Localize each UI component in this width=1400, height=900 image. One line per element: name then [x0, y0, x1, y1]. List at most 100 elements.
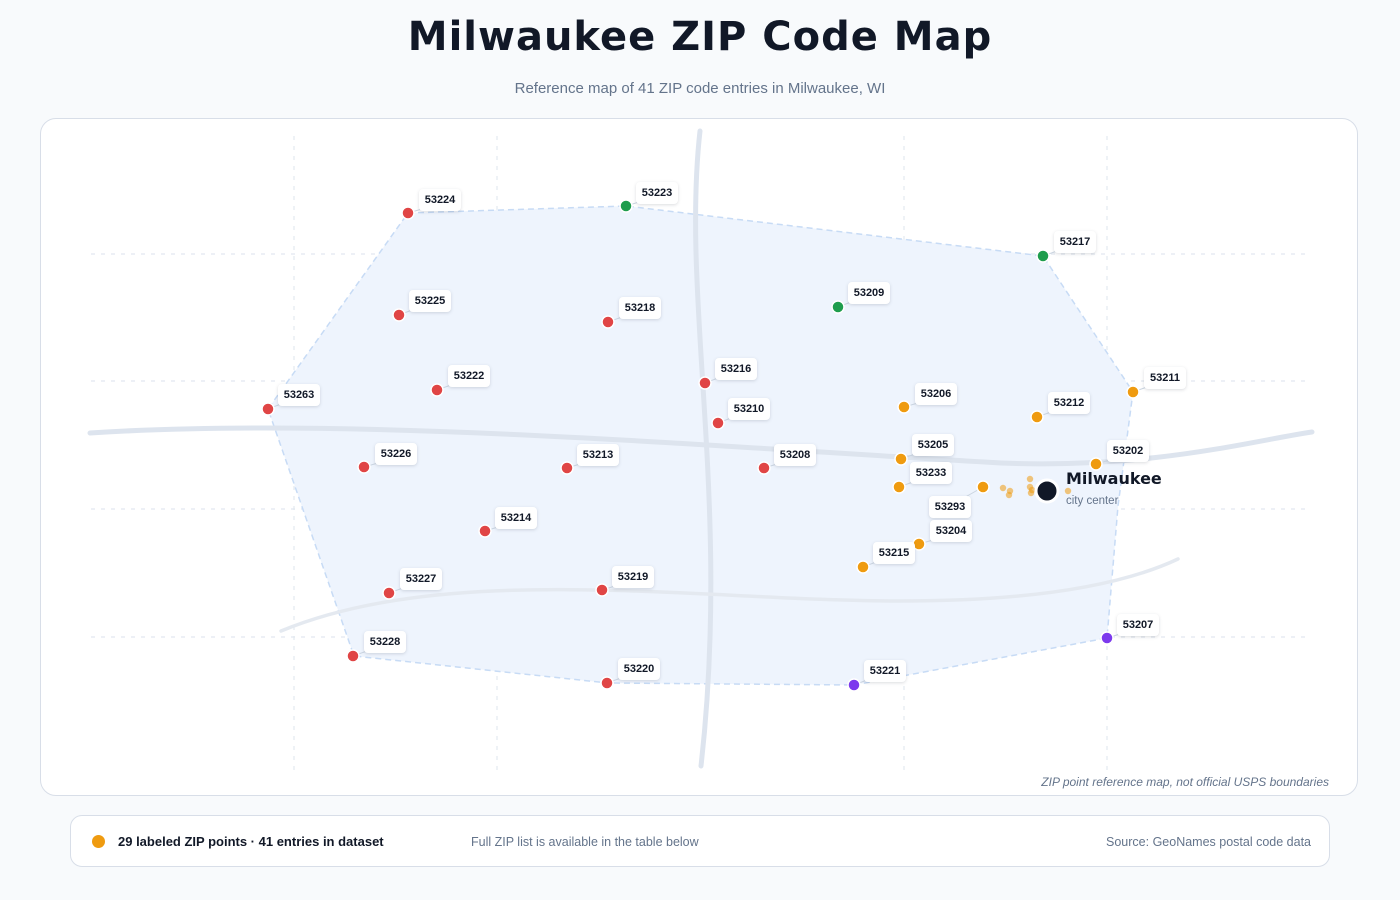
zip-dot[interactable] — [1030, 410, 1044, 424]
zip-map[interactable]: 53224 53223 53217 53225 53218 53209 53216 53222… — [41, 119, 1358, 796]
zip-dot[interactable] — [619, 199, 633, 213]
zip-dot[interactable] — [892, 480, 906, 494]
zip-label: 53217 — [1060, 236, 1091, 248]
zip-point[interactable]: 53202 — [1089, 440, 1149, 471]
zip-point[interactable]: 53223 — [619, 182, 678, 213]
map-panel[interactable]: 53224 53223 53217 53225 53218 53209 53216 53222… — [40, 118, 1358, 796]
zip-dot-minor[interactable] — [999, 484, 1007, 492]
zip-dot-minor[interactable] — [1005, 491, 1013, 499]
zip-label: 53205 — [918, 439, 949, 451]
zip-dot[interactable] — [560, 461, 574, 475]
zip-label: 53221 — [870, 665, 901, 677]
zip-dot[interactable] — [357, 460, 371, 474]
zip-label-box — [1117, 614, 1159, 636]
zip-label-box — [364, 631, 406, 653]
zip-dot[interactable] — [600, 676, 614, 690]
zip-point[interactable]: 53218 — [601, 297, 661, 329]
table-note: Full ZIP list is available in the table … — [471, 835, 699, 849]
zip-label-box — [400, 568, 442, 590]
zip-point[interactable]: 53263 — [261, 384, 320, 416]
zip-dot[interactable] — [478, 524, 492, 538]
zip-point[interactable]: 53214 — [478, 507, 537, 538]
zip-point[interactable]: 53212 — [1030, 392, 1090, 424]
zip-label-box — [612, 566, 654, 588]
zip-point[interactable]: 53210 — [711, 398, 770, 430]
zip-point[interactable]: 53206 — [897, 383, 957, 414]
zip-label-box — [728, 398, 770, 420]
zip-label-box — [1144, 367, 1186, 389]
zip-point[interactable]: 53221 — [847, 660, 906, 692]
zip-dot[interactable] — [601, 315, 615, 329]
zip-point[interactable]: 53228 — [346, 631, 406, 663]
zip-label: 53218 — [625, 302, 656, 314]
zip-label: 53210 — [734, 403, 765, 415]
zip-point[interactable]: 53204 — [912, 520, 972, 551]
zip-point[interactable]: 53211 — [1126, 367, 1186, 399]
zip-label: 53224 — [425, 194, 456, 206]
zip-dot[interactable] — [894, 452, 908, 466]
zip-dot[interactable] — [595, 583, 609, 597]
zip-dot[interactable] — [1100, 631, 1114, 645]
zip-label-box — [910, 462, 952, 484]
zip-dot[interactable] — [847, 678, 861, 692]
zip-label-box — [619, 297, 661, 319]
zip-point[interactable]: 53225 — [392, 290, 451, 322]
zip-label-box — [929, 496, 971, 518]
zip-point[interactable]: 53224 — [401, 189, 461, 220]
zip-point[interactable]: 53219 — [595, 566, 654, 597]
zip-point[interactable]: 53222 — [430, 365, 490, 397]
zip-dot[interactable] — [346, 649, 360, 663]
zip-dot-minor[interactable] — [1064, 487, 1072, 495]
zip-dot[interactable] — [711, 416, 725, 430]
zip-point[interactable]: 53215 — [856, 542, 915, 574]
zip-point[interactable]: 53216 — [698, 358, 757, 390]
zip-point[interactable]: 53213 — [560, 444, 619, 475]
zip-label: 53216 — [721, 363, 752, 375]
zip-point[interactable]: 53226 — [357, 443, 417, 474]
city-caption-label: city center — [1066, 495, 1119, 507]
zip-label-box — [495, 507, 537, 529]
zip-dot[interactable] — [976, 480, 990, 494]
zip-dot[interactable] — [1089, 457, 1103, 471]
zip-label-box — [448, 365, 490, 387]
zip-point[interactable] — [1005, 491, 1013, 499]
zip-label: 53225 — [415, 295, 446, 307]
zip-dot[interactable] — [401, 206, 415, 220]
zip-label: 53213 — [583, 449, 614, 461]
zip-point[interactable]: 53233 — [892, 462, 952, 494]
zip-point[interactable] — [1064, 487, 1072, 495]
zip-point[interactable]: 53227 — [382, 568, 442, 600]
zip-point[interactable]: 53209 — [831, 282, 890, 314]
legend-count-text: 29 labeled ZIP points · 41 entries in da… — [118, 834, 384, 849]
zip-point[interactable]: 53293 — [929, 480, 990, 518]
zip-point[interactable]: 53207 — [1100, 614, 1159, 645]
zip-dot[interactable] — [392, 308, 406, 322]
zip-dot[interactable] — [430, 383, 444, 397]
source-credit: Source: GeoNames postal code data — [1106, 835, 1311, 849]
zip-dot[interactable] — [757, 461, 771, 475]
zip-points[interactable]: 53224 53223 53217 53225 53218 53209 53216 53222… — [261, 182, 1186, 692]
zip-dot-minor[interactable] — [1028, 486, 1036, 494]
zip-point[interactable] — [1028, 486, 1036, 494]
zip-dot-minor[interactable] — [1026, 475, 1034, 483]
zip-label-box — [636, 182, 678, 204]
zip-label-box — [774, 444, 816, 466]
zip-point[interactable]: 53220 — [600, 658, 660, 690]
zip-dot[interactable] — [1036, 249, 1050, 263]
zip-point[interactable]: 53217 — [1036, 231, 1096, 263]
road-north-south — [693, 128, 714, 769]
zip-dot[interactable] — [831, 300, 845, 314]
zip-point[interactable]: 53208 — [757, 444, 816, 475]
zip-dot[interactable] — [1126, 385, 1140, 399]
zip-label-box — [915, 383, 957, 405]
zip-dot[interactable] — [261, 402, 275, 416]
zip-dot[interactable] — [382, 586, 396, 600]
zip-dot[interactable] — [698, 376, 712, 390]
zip-point[interactable] — [1026, 475, 1034, 483]
zip-dot[interactable] — [856, 560, 870, 574]
zip-label-box — [848, 282, 890, 304]
zip-label-box — [930, 520, 972, 542]
zip-point[interactable] — [999, 484, 1007, 492]
zip-dot[interactable] — [897, 400, 911, 414]
zip-point[interactable]: 53205 — [894, 434, 954, 466]
